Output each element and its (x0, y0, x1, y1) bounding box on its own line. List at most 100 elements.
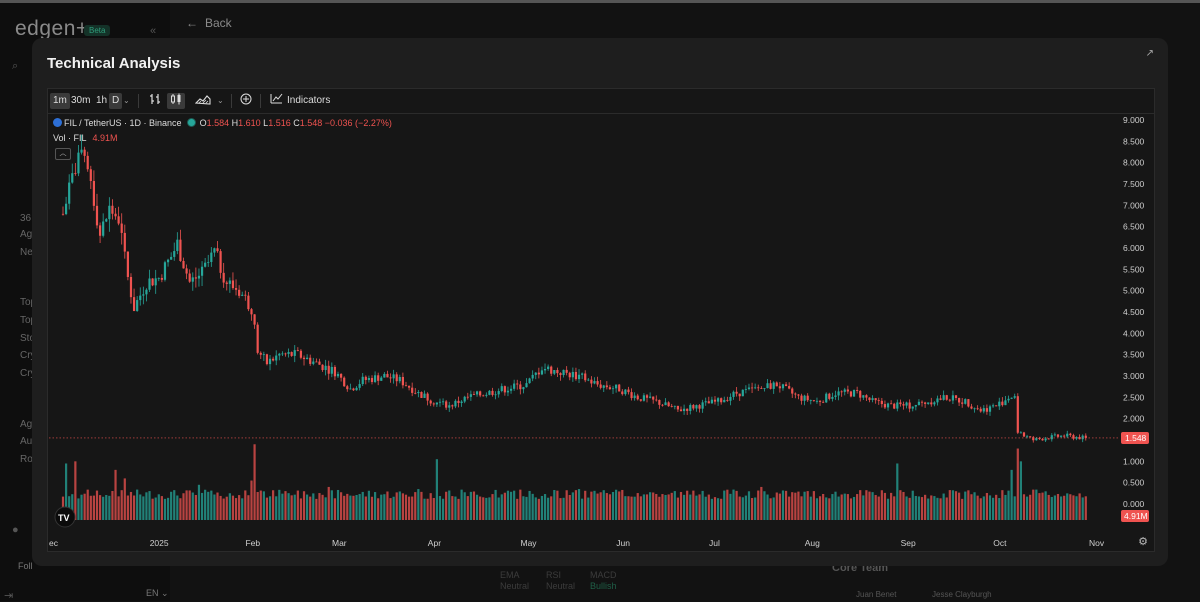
follow-link[interactable]: Foll (18, 561, 33, 571)
candle-body (445, 401, 448, 408)
price-chart[interactable]: 9.000 8.500 8.000 7.500 7.000 6.500 6.000 5.500… (49, 114, 1153, 550)
candle-body (318, 361, 321, 365)
volume-bar (701, 490, 704, 520)
candles-style-icon[interactable] (167, 93, 185, 109)
sidebar-fragment[interactable]: Cry (20, 368, 36, 379)
candle-body (231, 280, 235, 289)
candle-body (256, 324, 259, 353)
sidebar-fragment[interactable]: Cry (20, 350, 36, 361)
candle-body (361, 376, 364, 385)
candle-body (852, 390, 856, 397)
volume-bar (86, 489, 89, 520)
sidebar-fragment[interactable]: 36 (20, 213, 32, 224)
candle-body (80, 149, 83, 153)
volume-bar (497, 497, 500, 520)
candle-body (1056, 434, 1060, 437)
candle-body (61, 213, 65, 215)
interval-d-button[interactable]: D (109, 93, 123, 109)
candle-body (655, 399, 658, 401)
candle-body (914, 404, 917, 407)
volume-bar (451, 496, 454, 520)
volume-bar (126, 495, 129, 520)
back-button[interactable]: ← Back (186, 16, 232, 30)
user-icon[interactable]: ● (12, 524, 19, 536)
candle-body (732, 391, 735, 397)
volume-bar (268, 496, 272, 520)
candle-body (543, 369, 547, 371)
legend-collapse-icon[interactable]: ︿ (55, 148, 71, 160)
candle-body (64, 203, 68, 215)
candle-body (741, 389, 744, 397)
candle-body (1029, 436, 1032, 438)
sidebar-fragment[interactable]: Ne (20, 247, 33, 258)
candle-body (247, 295, 250, 310)
logout-icon[interactable]: ⇥ (4, 590, 14, 602)
volume-bar (411, 496, 414, 520)
candle-body (905, 402, 908, 406)
candle-body (123, 232, 126, 252)
volume-bar (788, 496, 791, 520)
candle-body (565, 369, 568, 373)
candle-body (682, 408, 686, 412)
sidebar-fragment[interactable]: Ag (20, 419, 33, 430)
volume-bar (602, 490, 605, 520)
volume-bar (333, 498, 337, 520)
x-tick-label: Aug (805, 538, 820, 548)
volume-bar (132, 495, 136, 520)
volume-bar (142, 496, 145, 520)
volume-bar (355, 495, 358, 520)
candle-body (188, 273, 191, 282)
volume-bar (621, 489, 624, 520)
volume-bar (723, 490, 726, 520)
candle-body (160, 277, 163, 280)
interval-dropdown-icon[interactable]: ⌄ (123, 96, 130, 105)
candle-body (86, 155, 89, 170)
language-select[interactable]: EN ⌄ (146, 588, 169, 598)
chart-type-dropdown-icon[interactable]: ⌄ (217, 96, 224, 105)
sidebar-fragment[interactable]: Au (20, 436, 33, 447)
volume-bar (682, 494, 686, 520)
candle-body (355, 387, 358, 391)
candle-body (596, 381, 599, 385)
volume-bar (571, 492, 574, 520)
candle-body (321, 364, 324, 371)
bar-style-icon[interactable] (146, 93, 164, 109)
candle-body (373, 375, 377, 382)
sidebar-fragment[interactable]: Ro (20, 454, 33, 465)
volume-bar (729, 493, 732, 520)
volume-bar (590, 491, 593, 520)
interval-30m-button[interactable]: 30m (71, 95, 91, 106)
interval-1h-button[interactable]: 1h (96, 95, 108, 106)
volume-bar (948, 490, 951, 520)
volume-bar (769, 498, 772, 520)
sidebar-fragment[interactable]: Ag (20, 229, 33, 240)
volume-bar (958, 492, 961, 520)
candle-body (250, 309, 253, 315)
sidebar-fragment[interactable]: Top (20, 315, 37, 326)
chart-settings-icon[interactable]: ⚙ (1138, 536, 1148, 548)
sidebar-fragment[interactable]: Sto (20, 333, 36, 344)
sidebar-fragment[interactable]: Top (20, 297, 37, 308)
volume-bar (194, 494, 197, 520)
candle-body (615, 384, 618, 389)
volume-bar (661, 494, 664, 520)
candle-body (803, 395, 806, 401)
candle-body (420, 391, 423, 398)
volume-bar (488, 497, 491, 520)
collapse-sidebar-icon[interactable]: « (150, 25, 157, 37)
interval-1m-button[interactable]: 1m (50, 93, 70, 109)
candle-body (500, 386, 503, 392)
volume-bar (735, 490, 738, 520)
indicators-button[interactable]: Indicators (267, 93, 333, 109)
y-tick-label: 5.500 (1123, 264, 1145, 274)
candle-body (432, 403, 435, 405)
search-icon[interactable]: ⌕ (12, 60, 19, 72)
volume-bar (679, 491, 683, 520)
area-style-icon[interactable] (192, 93, 214, 109)
candle-body (964, 399, 967, 404)
volume-bar (463, 492, 466, 520)
volume-bar (71, 494, 74, 520)
expand-icon[interactable]: ↗ (1145, 48, 1154, 59)
compare-add-icon[interactable] (237, 93, 255, 109)
candle-body (191, 277, 194, 282)
